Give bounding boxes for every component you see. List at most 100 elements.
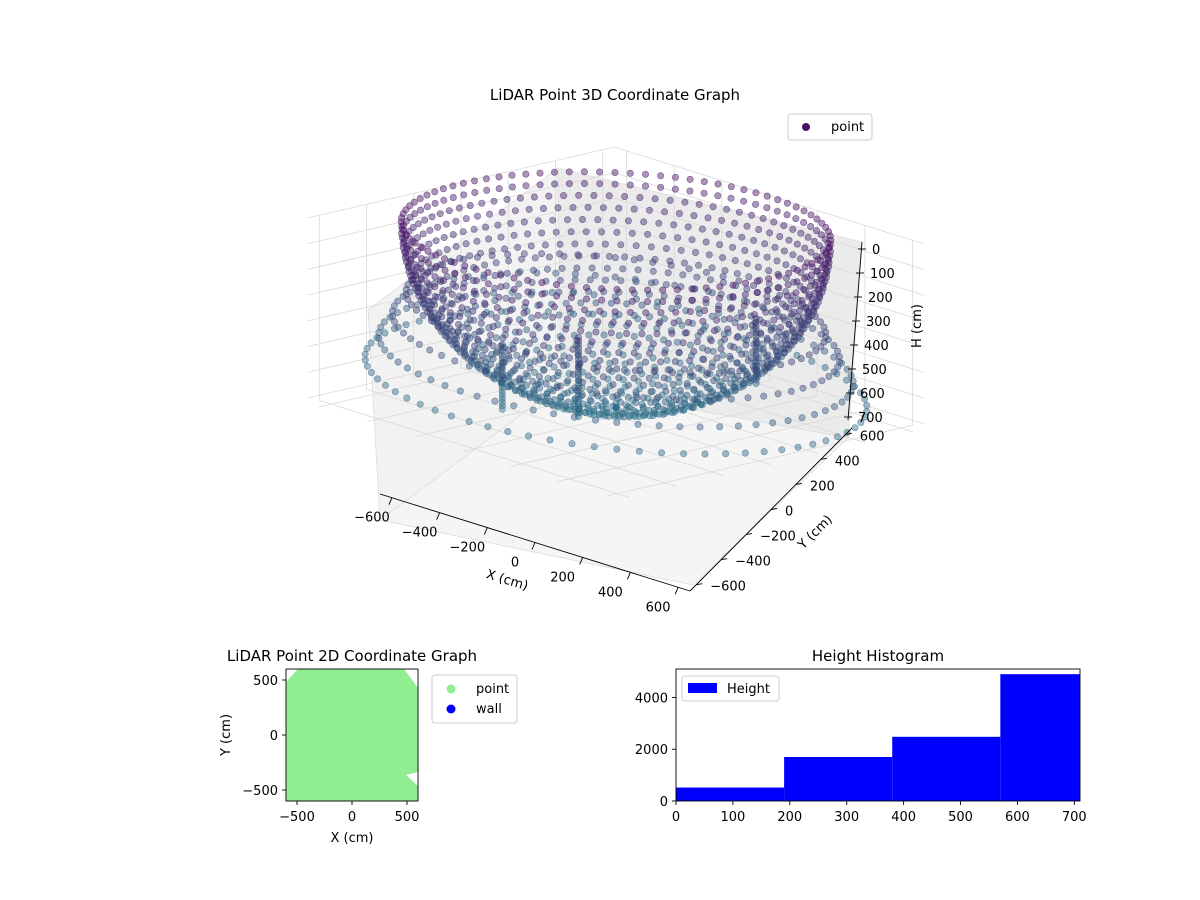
data-point bbox=[548, 300, 556, 308]
data-point bbox=[524, 230, 532, 238]
data-point bbox=[676, 423, 684, 431]
data-point bbox=[525, 339, 533, 347]
x-tick-label-2d: 500 bbox=[395, 810, 420, 825]
data-point bbox=[553, 383, 561, 391]
data-point bbox=[810, 237, 818, 245]
data-point bbox=[460, 266, 468, 274]
data-point bbox=[671, 357, 679, 365]
data-point bbox=[733, 372, 741, 380]
data-point bbox=[715, 302, 723, 310]
data-point bbox=[388, 307, 396, 315]
data-point bbox=[524, 276, 532, 284]
data-point bbox=[472, 265, 480, 273]
data-point bbox=[733, 270, 741, 278]
data-point bbox=[737, 308, 745, 316]
data-point bbox=[681, 400, 689, 408]
data-point bbox=[575, 360, 583, 368]
data-point bbox=[523, 348, 531, 356]
data-point bbox=[573, 336, 581, 344]
data-point bbox=[686, 357, 694, 365]
data-point bbox=[688, 236, 696, 244]
data-point bbox=[651, 255, 659, 263]
data-point bbox=[686, 175, 694, 183]
data-point bbox=[574, 355, 582, 363]
data-point bbox=[619, 351, 627, 359]
data-point bbox=[732, 282, 740, 290]
data-point bbox=[441, 255, 449, 263]
data-point bbox=[754, 354, 762, 362]
data-point bbox=[515, 328, 523, 336]
data-point bbox=[607, 329, 615, 337]
data-point bbox=[394, 297, 402, 305]
data-point bbox=[735, 277, 743, 285]
data-point bbox=[617, 387, 625, 395]
data-point bbox=[628, 286, 636, 294]
data-point bbox=[706, 276, 714, 284]
data-point bbox=[547, 323, 555, 331]
wall-grid-line bbox=[307, 249, 925, 348]
data-point bbox=[801, 263, 809, 271]
data-point bbox=[575, 252, 583, 260]
data-point bbox=[774, 196, 782, 204]
y-tick-label: 200 bbox=[810, 479, 835, 494]
data-point bbox=[504, 371, 512, 379]
data-point bbox=[465, 362, 473, 370]
data-point bbox=[771, 343, 779, 351]
data-point bbox=[577, 299, 585, 307]
data-point bbox=[634, 340, 642, 348]
data-point bbox=[801, 244, 809, 252]
data-point bbox=[605, 192, 613, 200]
data-point bbox=[830, 353, 838, 361]
data-point bbox=[485, 210, 493, 218]
data-point bbox=[638, 323, 646, 331]
data-point bbox=[720, 385, 728, 393]
data-point bbox=[448, 290, 456, 298]
data-point bbox=[802, 303, 810, 311]
data-point bbox=[522, 370, 530, 378]
data-point bbox=[693, 338, 701, 346]
data-point bbox=[427, 376, 435, 384]
data-point bbox=[759, 345, 767, 353]
data-point bbox=[563, 315, 571, 323]
data-point bbox=[812, 227, 820, 235]
data-point bbox=[551, 352, 559, 360]
data-point bbox=[798, 296, 806, 304]
data-point bbox=[470, 177, 478, 185]
data-point bbox=[544, 374, 552, 382]
data-point bbox=[671, 185, 679, 193]
data-point bbox=[538, 279, 546, 287]
data-point bbox=[699, 317, 707, 325]
histogram-legend-box bbox=[681, 675, 780, 702]
data-point bbox=[503, 269, 511, 277]
data-point bbox=[729, 243, 737, 251]
data-point bbox=[551, 180, 559, 188]
data-point bbox=[693, 273, 701, 281]
data-point bbox=[469, 307, 477, 315]
data-point bbox=[634, 266, 642, 274]
data-point bbox=[557, 393, 565, 401]
data-point bbox=[525, 205, 533, 213]
data-point bbox=[657, 183, 665, 191]
data-point bbox=[619, 339, 627, 347]
data-point bbox=[686, 187, 694, 195]
chart-2d-legend: point wall bbox=[431, 674, 518, 724]
data-point bbox=[431, 188, 439, 196]
x-tick-mark bbox=[531, 542, 536, 550]
data-point bbox=[701, 450, 709, 458]
data-point bbox=[439, 326, 447, 334]
data-point bbox=[493, 304, 501, 312]
data-point bbox=[377, 340, 385, 348]
data-point bbox=[466, 252, 474, 260]
data-point bbox=[741, 291, 749, 299]
data-point bbox=[406, 256, 414, 264]
data-point bbox=[600, 331, 608, 339]
data-point bbox=[367, 368, 375, 376]
data-point bbox=[586, 396, 594, 404]
data-point bbox=[765, 275, 773, 283]
data-point bbox=[574, 341, 582, 349]
data-point bbox=[626, 181, 634, 189]
y-tick-mark bbox=[845, 432, 852, 435]
point-cloud-series bbox=[361, 168, 871, 458]
data-point bbox=[794, 443, 802, 451]
data-point bbox=[403, 394, 411, 402]
